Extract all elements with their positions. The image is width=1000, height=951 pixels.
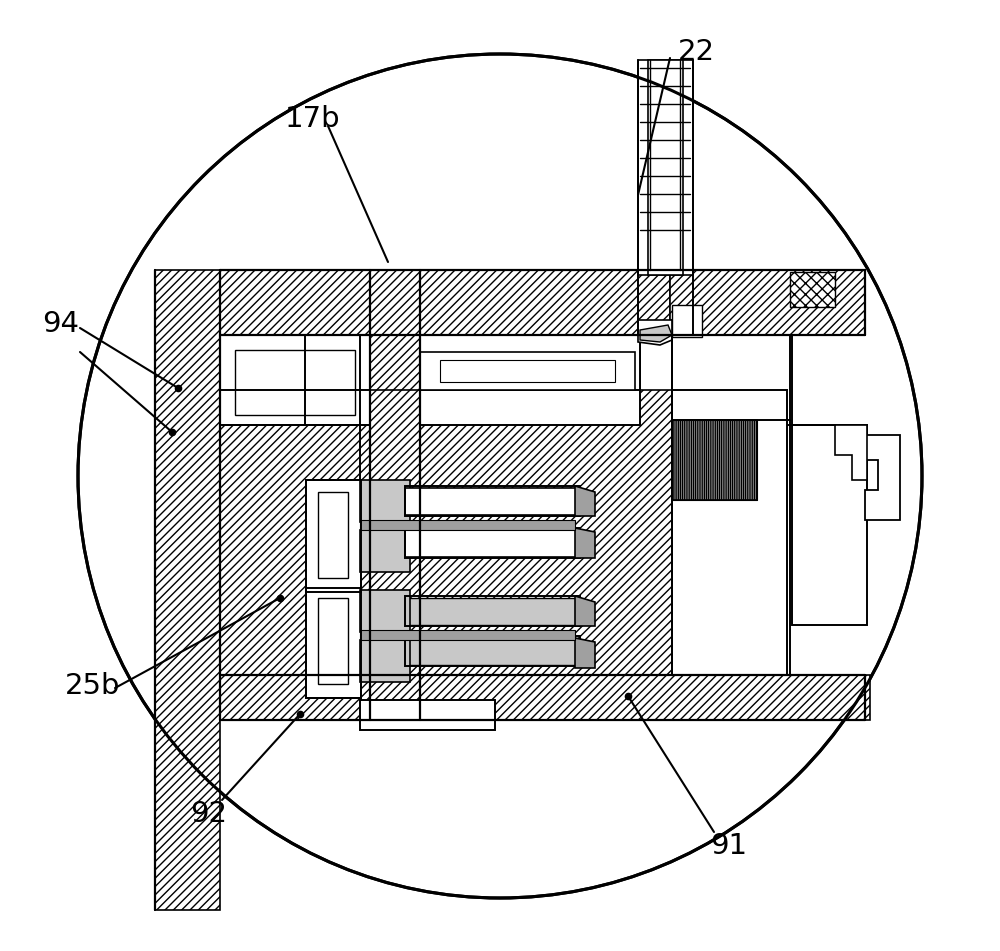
Text: 25b: 25b xyxy=(65,672,120,700)
Bar xyxy=(405,530,580,557)
Bar xyxy=(370,335,420,680)
Bar xyxy=(670,270,865,335)
Circle shape xyxy=(78,54,922,898)
Polygon shape xyxy=(370,335,420,390)
Text: 17b: 17b xyxy=(285,105,341,133)
Bar xyxy=(420,335,640,390)
Bar xyxy=(220,425,370,675)
Bar xyxy=(360,520,575,530)
Bar xyxy=(790,272,835,307)
Bar xyxy=(306,480,361,590)
Polygon shape xyxy=(575,528,595,558)
Bar xyxy=(792,425,867,625)
Bar xyxy=(672,420,757,500)
Bar xyxy=(405,638,580,665)
Text: 94: 94 xyxy=(42,310,79,338)
Bar xyxy=(318,492,348,578)
Bar xyxy=(318,598,348,684)
Bar xyxy=(220,270,670,335)
Bar xyxy=(420,335,640,390)
Bar xyxy=(672,335,792,425)
Bar xyxy=(405,488,580,515)
Polygon shape xyxy=(865,435,900,520)
Bar xyxy=(672,390,787,675)
Bar xyxy=(155,270,220,910)
Bar xyxy=(360,630,575,640)
Bar xyxy=(440,360,615,382)
Bar xyxy=(220,675,870,720)
Bar xyxy=(648,60,683,275)
Bar xyxy=(405,528,580,558)
Polygon shape xyxy=(792,425,867,480)
Bar xyxy=(306,588,361,698)
Bar xyxy=(420,335,640,425)
Polygon shape xyxy=(575,486,595,516)
Bar xyxy=(405,598,580,625)
Bar xyxy=(360,640,410,682)
Polygon shape xyxy=(640,325,672,342)
Bar xyxy=(220,335,370,425)
Text: 22: 22 xyxy=(678,38,715,66)
Bar xyxy=(405,596,580,626)
Bar xyxy=(235,350,355,415)
Polygon shape xyxy=(575,638,595,668)
Bar xyxy=(405,488,580,515)
Bar xyxy=(672,420,757,500)
Bar xyxy=(360,530,410,572)
Polygon shape xyxy=(638,320,672,345)
Text: 91: 91 xyxy=(710,832,747,860)
Bar xyxy=(420,390,675,680)
Bar xyxy=(638,60,693,275)
Bar xyxy=(420,352,635,390)
Bar xyxy=(405,636,580,666)
Polygon shape xyxy=(575,596,595,626)
Bar xyxy=(220,335,370,390)
Text: 92: 92 xyxy=(190,800,227,828)
Bar xyxy=(360,590,410,632)
Bar xyxy=(360,700,495,730)
Bar xyxy=(672,305,702,337)
Bar xyxy=(360,480,410,522)
Bar xyxy=(405,530,580,557)
Bar xyxy=(405,486,580,516)
Bar xyxy=(220,335,370,425)
Bar xyxy=(220,335,370,425)
